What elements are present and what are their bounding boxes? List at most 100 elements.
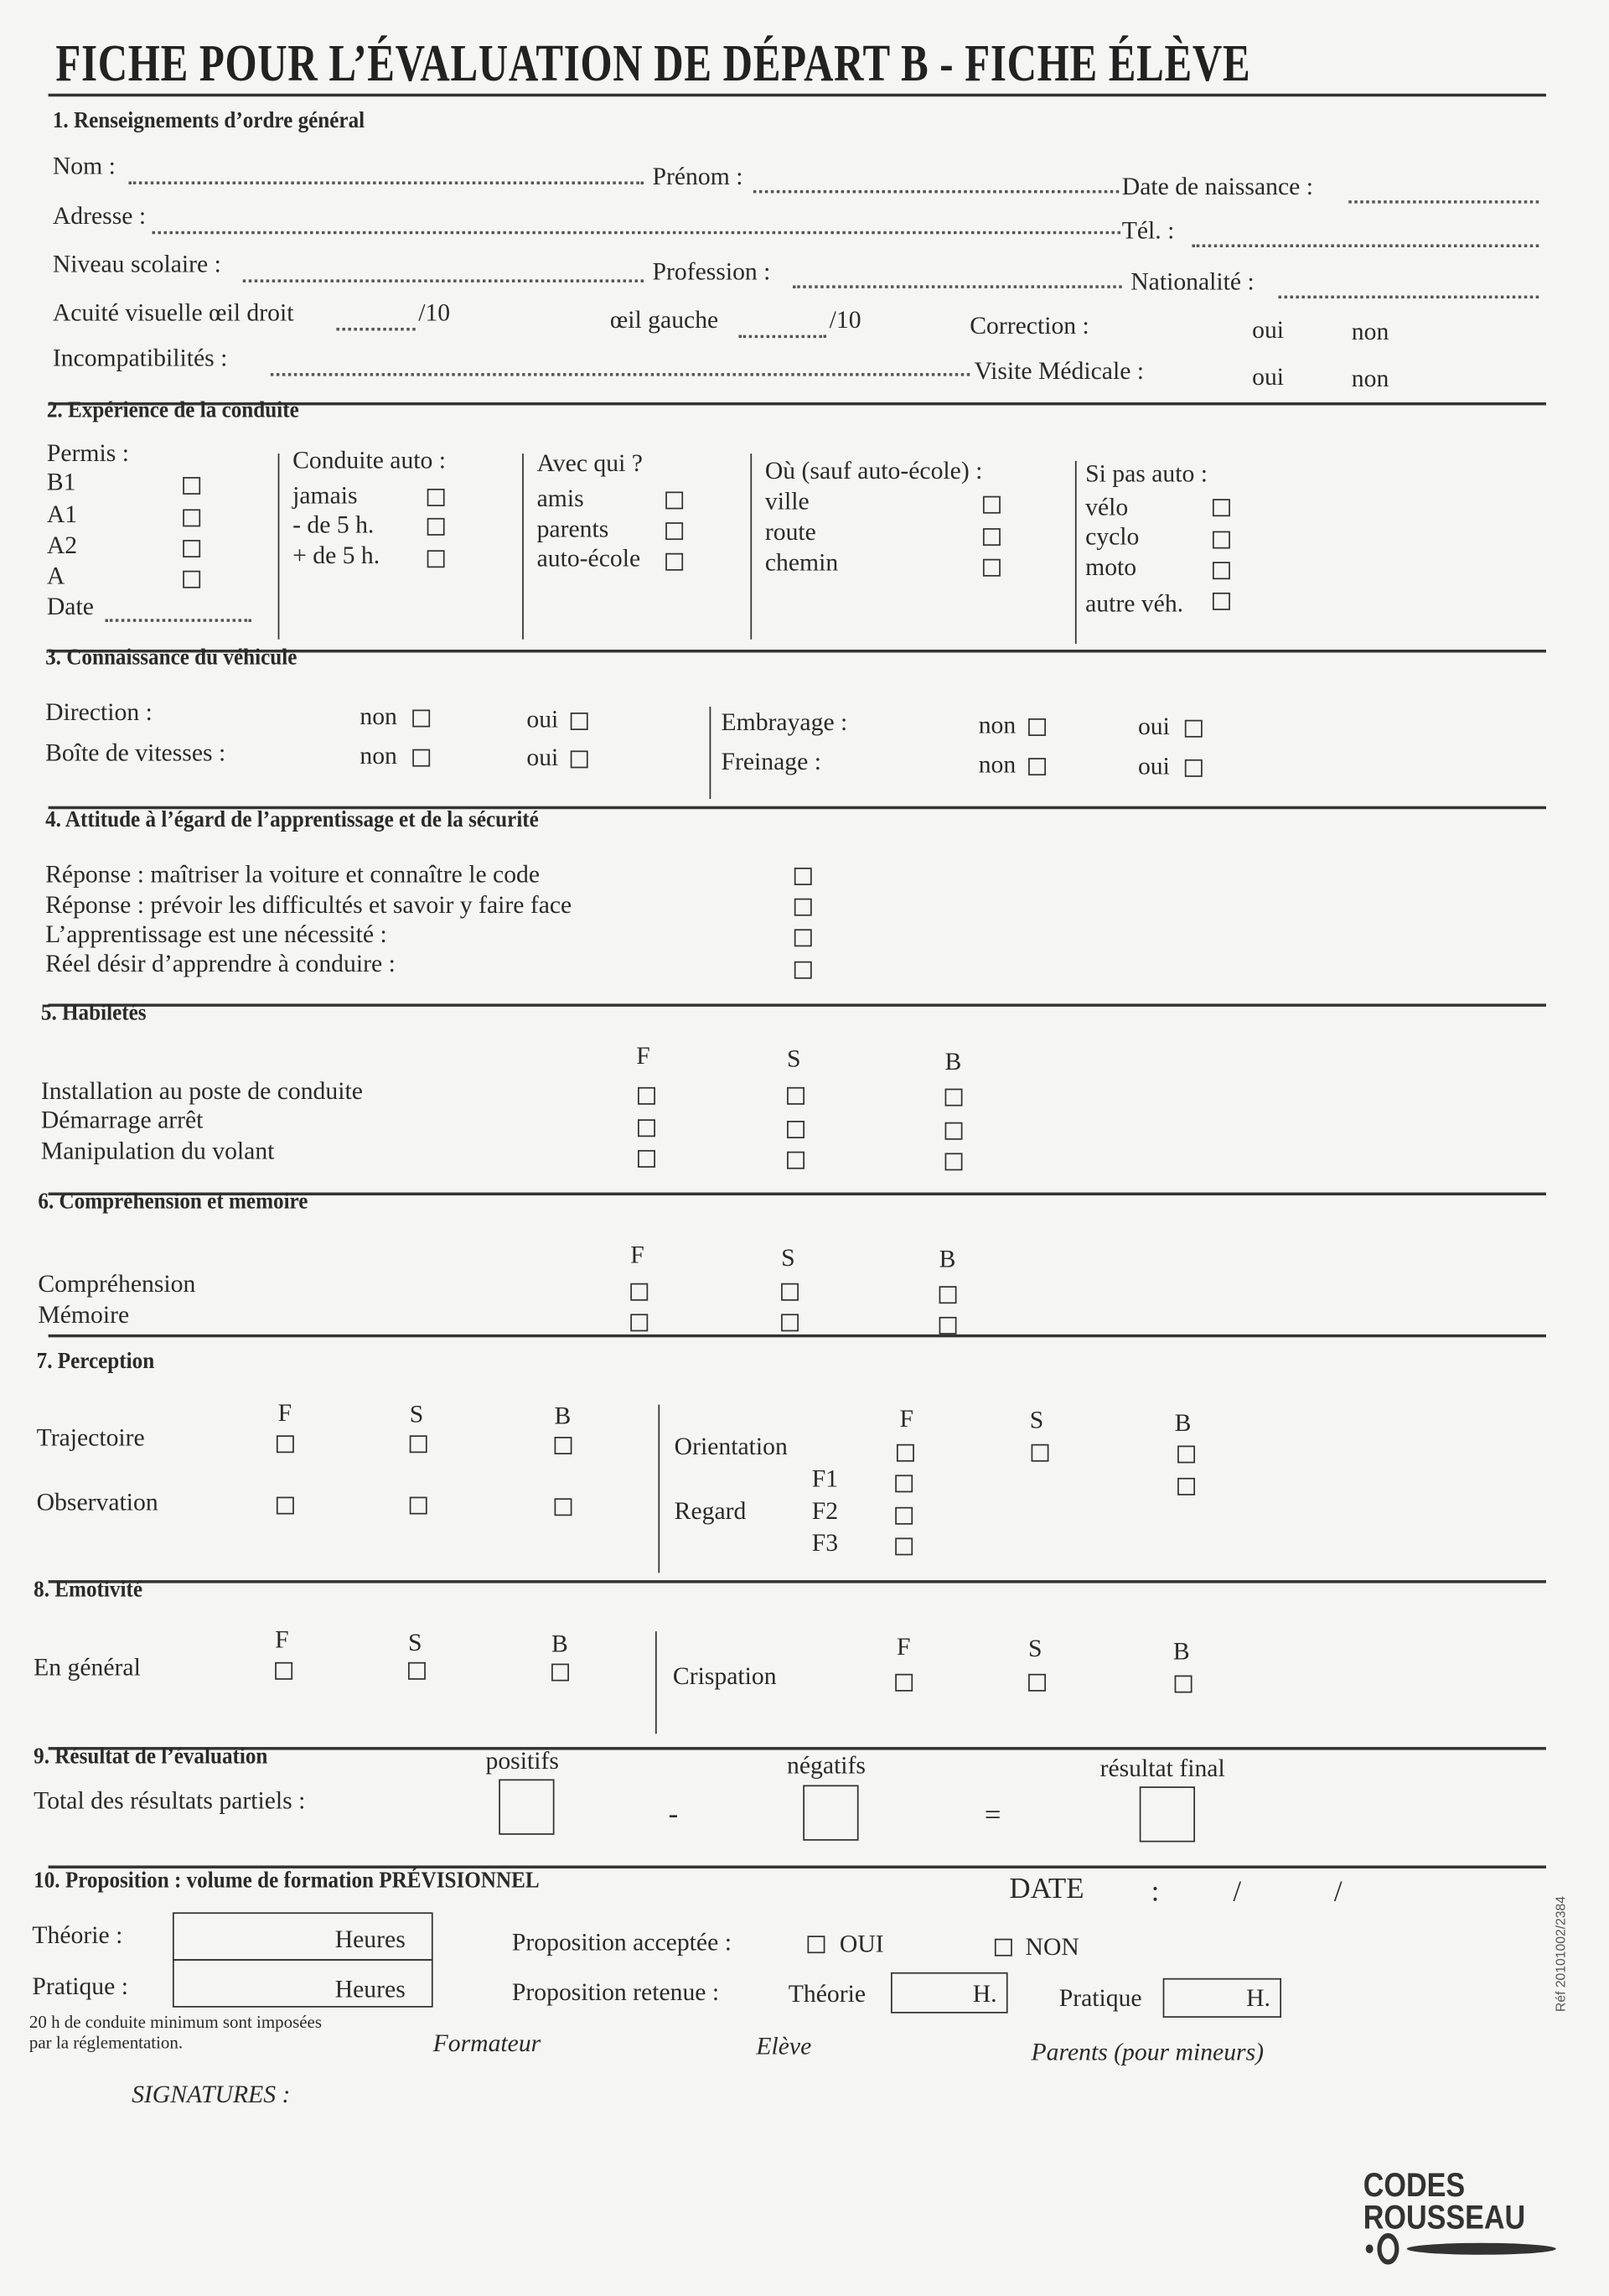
permis-a1-checkbox[interactable] bbox=[183, 509, 201, 527]
col-s: S bbox=[409, 1400, 424, 1428]
prenom-field[interactable] bbox=[753, 189, 1120, 194]
checkbox-f[interactable] bbox=[638, 1149, 655, 1168]
direction-oui-checkbox[interactable] bbox=[570, 713, 588, 730]
column-divider bbox=[1074, 460, 1077, 644]
checkbox-s[interactable] bbox=[787, 1121, 804, 1138]
checkbox-s[interactable] bbox=[1031, 1443, 1049, 1462]
checkbox-b[interactable] bbox=[554, 1498, 572, 1516]
checkbox-b[interactable] bbox=[939, 1286, 957, 1304]
checkbox-f[interactable] bbox=[630, 1283, 649, 1301]
permis-a2-checkbox[interactable] bbox=[183, 540, 201, 558]
f3-checkbox[interactable] bbox=[895, 1537, 913, 1556]
checkbox-s[interactable] bbox=[1028, 1673, 1046, 1692]
date-naissance-field[interactable] bbox=[1348, 200, 1539, 204]
incompat-field[interactable] bbox=[270, 373, 970, 376]
checkbox-b[interactable] bbox=[1174, 1675, 1193, 1693]
visite-oui[interactable]: oui bbox=[1252, 362, 1285, 391]
checkbox-b[interactable] bbox=[944, 1122, 963, 1140]
checkbox-b[interactable] bbox=[939, 1316, 957, 1335]
niveau-field[interactable] bbox=[242, 279, 644, 282]
oeil-gauche-field[interactable] bbox=[738, 334, 827, 339]
checkbox-b[interactable] bbox=[1177, 1477, 1196, 1495]
embrayage-non-checkbox[interactable] bbox=[1028, 718, 1046, 736]
positifs-label: positifs bbox=[485, 1747, 559, 1775]
col-f: F bbox=[630, 1241, 644, 1269]
checkbox-s[interactable] bbox=[409, 1496, 427, 1515]
checkbox-f[interactable] bbox=[275, 1661, 293, 1680]
checkbox-f[interactable] bbox=[276, 1435, 294, 1454]
ou-label: Où (sauf auto-école) : bbox=[764, 456, 983, 485]
attitude-checkbox[interactable] bbox=[794, 868, 812, 885]
permis-a-checkbox[interactable] bbox=[183, 570, 201, 588]
pratique-hours-field[interactable] bbox=[172, 1959, 433, 2008]
codes-rousseau-logo: CODES ROUSSEAU bbox=[1363, 2168, 1562, 2269]
permis-date-field[interactable] bbox=[105, 619, 252, 622]
checkbox-f[interactable] bbox=[276, 1496, 294, 1515]
checkbox-f[interactable] bbox=[638, 1086, 655, 1105]
oeil-droit-field[interactable] bbox=[336, 327, 416, 331]
non-checkbox[interactable] bbox=[994, 1938, 1012, 1957]
permis-b1-checkbox[interactable] bbox=[183, 477, 201, 495]
final-box[interactable] bbox=[1139, 1786, 1196, 1843]
attitude-checkbox[interactable] bbox=[794, 929, 812, 947]
visite-non[interactable]: non bbox=[1351, 364, 1389, 392]
checkbox-f[interactable] bbox=[638, 1119, 655, 1138]
nom-field[interactable] bbox=[128, 181, 644, 184]
attitude-checkbox[interactable] bbox=[794, 961, 812, 979]
direction-non-checkbox[interactable] bbox=[412, 709, 431, 728]
checkbox-s[interactable] bbox=[781, 1283, 799, 1301]
ou-route-checkbox[interactable] bbox=[982, 528, 1001, 547]
checkbox-s[interactable] bbox=[787, 1086, 804, 1105]
note-line-1: 20 h de conduite minimum sont imposées bbox=[28, 2011, 322, 2033]
col-s: S bbox=[1028, 1634, 1042, 1662]
attitude-checkbox[interactable] bbox=[794, 898, 812, 916]
sipas-moto-checkbox[interactable] bbox=[1212, 562, 1230, 580]
col-s: S bbox=[787, 1044, 801, 1073]
freinage-non-checkbox[interactable] bbox=[1028, 758, 1046, 776]
retenue-theorie-field[interactable] bbox=[890, 1972, 1008, 2014]
conduite-plus5-checkbox[interactable] bbox=[427, 550, 445, 568]
checkbox-f[interactable] bbox=[895, 1673, 913, 1692]
f2-checkbox[interactable] bbox=[895, 1506, 913, 1525]
sipas-cyclo-checkbox[interactable] bbox=[1212, 531, 1230, 549]
avec-auto-ecole-checkbox[interactable] bbox=[665, 552, 684, 571]
nationalite-field[interactable] bbox=[1278, 295, 1539, 299]
ou-chemin-checkbox[interactable] bbox=[982, 558, 1001, 577]
checkbox-b[interactable] bbox=[1177, 1445, 1196, 1464]
boite-oui-checkbox[interactable] bbox=[570, 750, 588, 769]
formateur-label: Formateur bbox=[432, 2029, 541, 2058]
adresse-field[interactable] bbox=[152, 231, 1121, 235]
freinage-oui-checkbox[interactable] bbox=[1184, 759, 1203, 777]
sipas-velo-checkbox[interactable] bbox=[1212, 499, 1230, 517]
correction-non[interactable]: non bbox=[1351, 317, 1389, 345]
checkbox-f[interactable] bbox=[630, 1314, 649, 1332]
retenue-pratique-field[interactable] bbox=[1162, 1977, 1282, 2018]
checkbox-s[interactable] bbox=[407, 1661, 426, 1680]
sipas-velo: vélo bbox=[1085, 493, 1129, 521]
checkbox-b[interactable] bbox=[551, 1663, 569, 1682]
conduite-moins5-checkbox[interactable] bbox=[427, 517, 445, 536]
oui-checkbox[interactable] bbox=[807, 1936, 825, 1954]
section-6-heading: 6. Compréhension et mémoire bbox=[38, 1189, 308, 1215]
sipas-autre-checkbox[interactable] bbox=[1212, 592, 1230, 610]
avec-parents-checkbox[interactable] bbox=[665, 522, 684, 541]
checkbox-s[interactable] bbox=[781, 1314, 799, 1332]
checkbox-b[interactable] bbox=[944, 1088, 963, 1107]
checkbox-f[interactable] bbox=[896, 1443, 914, 1462]
checkbox-b[interactable] bbox=[554, 1437, 572, 1454]
checkbox-b[interactable] bbox=[944, 1153, 963, 1171]
conduite-jamais-checkbox[interactable] bbox=[427, 488, 445, 506]
profession-field[interactable] bbox=[793, 285, 1122, 288]
tel-field[interactable] bbox=[1192, 244, 1539, 247]
retenue-theorie-label: Théorie bbox=[788, 1979, 867, 2008]
avec-amis-checkbox[interactable] bbox=[665, 491, 684, 510]
negatifs-box[interactable] bbox=[803, 1785, 859, 1841]
correction-oui[interactable]: oui bbox=[1252, 316, 1285, 345]
ou-ville-checkbox[interactable] bbox=[982, 495, 1001, 514]
boite-non-checkbox[interactable] bbox=[412, 749, 431, 767]
checkbox-s[interactable] bbox=[409, 1435, 427, 1454]
embrayage-oui-checkbox[interactable] bbox=[1184, 719, 1203, 738]
checkbox-s[interactable] bbox=[787, 1151, 804, 1169]
positifs-box[interactable] bbox=[499, 1779, 555, 1835]
f1-checkbox[interactable] bbox=[895, 1475, 913, 1493]
